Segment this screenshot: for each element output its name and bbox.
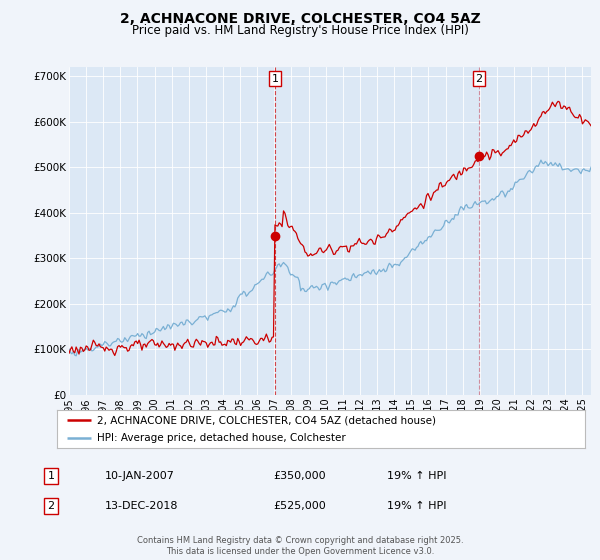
Text: 1: 1 — [272, 74, 278, 83]
Text: 19% ↑ HPI: 19% ↑ HPI — [387, 471, 446, 481]
Text: 2, ACHNACONE DRIVE, COLCHESTER, CO4 5AZ: 2, ACHNACONE DRIVE, COLCHESTER, CO4 5AZ — [119, 12, 481, 26]
Text: £525,000: £525,000 — [273, 501, 326, 511]
Text: 10-JAN-2007: 10-JAN-2007 — [105, 471, 175, 481]
Text: Price paid vs. HM Land Registry's House Price Index (HPI): Price paid vs. HM Land Registry's House … — [131, 24, 469, 36]
Text: 1: 1 — [47, 471, 55, 481]
Text: 2: 2 — [47, 501, 55, 511]
Text: £350,000: £350,000 — [273, 471, 326, 481]
Text: Contains HM Land Registry data © Crown copyright and database right 2025.
This d: Contains HM Land Registry data © Crown c… — [137, 536, 463, 556]
Text: HPI: Average price, detached house, Colchester: HPI: Average price, detached house, Colc… — [97, 433, 346, 443]
Text: 2, ACHNACONE DRIVE, COLCHESTER, CO4 5AZ (detached house): 2, ACHNACONE DRIVE, COLCHESTER, CO4 5AZ … — [97, 415, 436, 425]
Text: 13-DEC-2018: 13-DEC-2018 — [105, 501, 179, 511]
Text: 2: 2 — [476, 74, 482, 83]
Text: 19% ↑ HPI: 19% ↑ HPI — [387, 501, 446, 511]
